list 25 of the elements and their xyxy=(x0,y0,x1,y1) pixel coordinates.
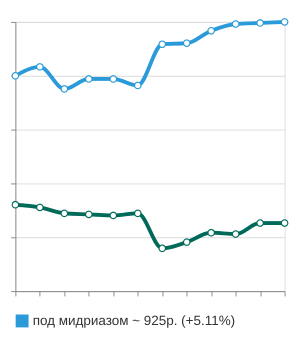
point xyxy=(207,26,215,35)
legend-label: под мидриазом ~ 925р. (+5.11%) xyxy=(32,312,236,328)
point xyxy=(85,210,93,218)
point xyxy=(207,228,215,237)
point xyxy=(36,204,44,212)
point xyxy=(109,212,118,220)
point xyxy=(280,219,288,227)
point xyxy=(256,19,264,27)
point xyxy=(158,40,166,48)
point xyxy=(256,219,264,227)
point xyxy=(36,63,44,71)
point xyxy=(232,20,240,28)
point xyxy=(60,210,68,218)
point xyxy=(60,85,68,93)
point xyxy=(182,238,191,246)
point xyxy=(12,72,20,80)
point xyxy=(134,210,142,218)
point xyxy=(182,39,191,47)
point xyxy=(134,82,142,90)
point xyxy=(12,200,20,209)
point xyxy=(232,230,240,238)
point xyxy=(85,75,93,83)
point xyxy=(158,244,166,252)
point xyxy=(280,18,288,26)
point xyxy=(109,75,118,83)
